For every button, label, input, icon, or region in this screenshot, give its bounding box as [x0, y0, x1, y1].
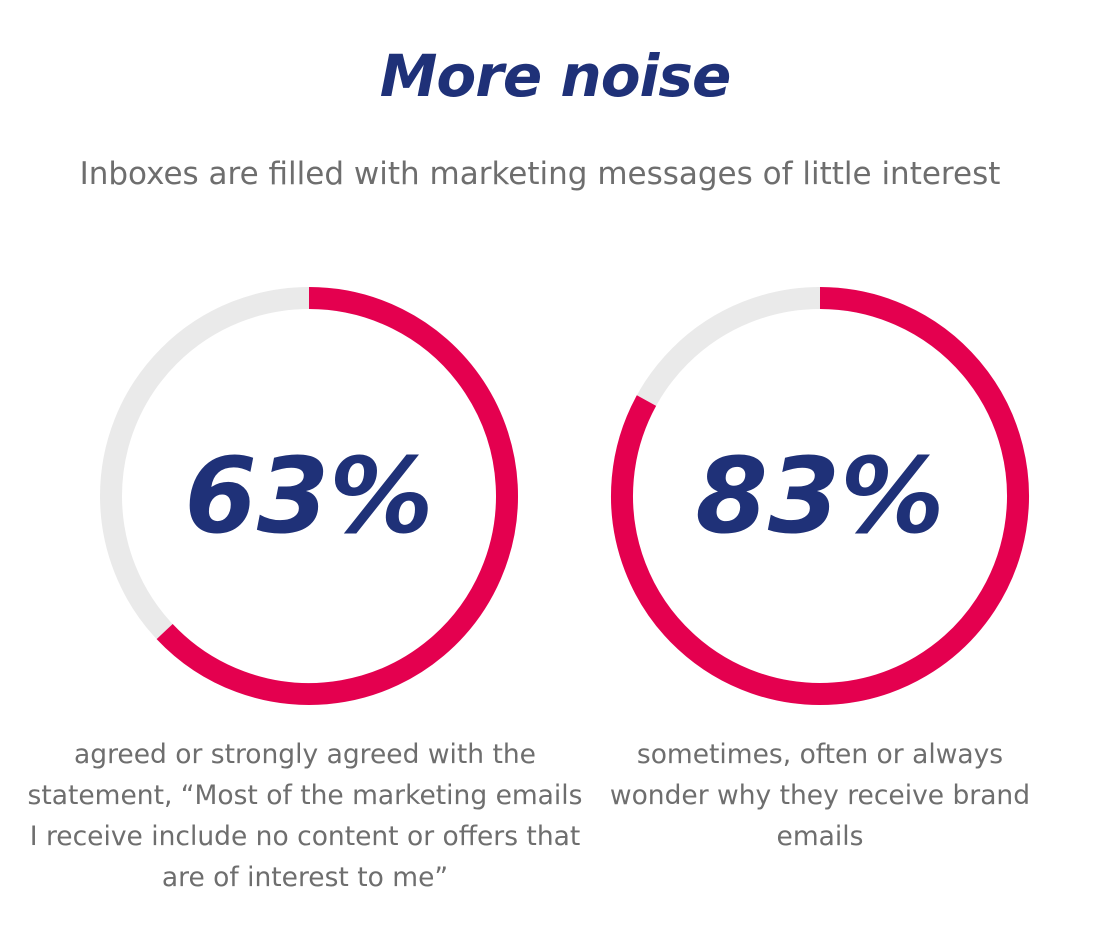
donut-chart-1: 63%: [100, 287, 518, 705]
donut-arc-2: [611, 287, 1029, 705]
stat-caption-1: agreed or strongly agreed with the state…: [27, 739, 583, 893]
page-title: More noise: [379, 42, 732, 110]
donut-value-1: 63%: [185, 435, 434, 557]
page-subtitle: Inboxes are filled with marketing messag…: [79, 156, 1001, 192]
donut-chart-2: 83%: [611, 287, 1029, 705]
stat-caption-2: sometimes, often or always wonder why th…: [609, 739, 1031, 852]
donut-value-2: 83%: [696, 435, 945, 557]
donut-arc-1: [156, 287, 518, 705]
